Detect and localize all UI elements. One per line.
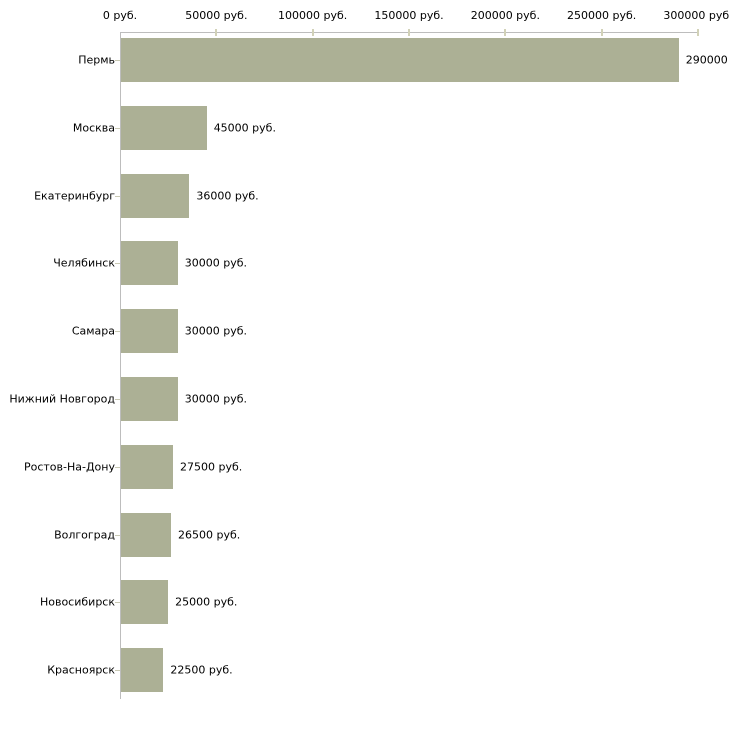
- category-label: Нижний Новгород: [9, 392, 115, 406]
- category-label: Новосибирск: [39, 595, 115, 609]
- category-tick-mark: [115, 466, 120, 468]
- bar: [121, 580, 169, 625]
- category-tick-mark: [115, 127, 120, 129]
- x-tick-mark: [697, 29, 699, 36]
- x-tick-mark: [408, 29, 410, 36]
- x-tick-label: 100000 руб.: [278, 9, 348, 22]
- bar: [121, 512, 172, 557]
- category-tick-mark: [115, 670, 120, 672]
- x-tick-label: 50000 руб.: [185, 9, 248, 22]
- category-tick-mark: [115, 399, 120, 400]
- value-label: 36000 руб.: [196, 189, 259, 203]
- bar: [121, 309, 178, 354]
- x-tick-label: 300000 руб.: [663, 9, 730, 22]
- x-tick-mark: [311, 29, 314, 36]
- bar: [121, 38, 679, 82]
- category-tick-mark: [115, 263, 120, 265]
- bar: [121, 444, 173, 489]
- value-label: 25000 руб.: [175, 595, 238, 609]
- x-tick-mark: [504, 29, 507, 36]
- bar: [121, 377, 178, 421]
- category-label: Ростов-На-Дону: [23, 460, 115, 474]
- x-tick-label: 200000 руб.: [470, 9, 540, 22]
- x-tick-label: 250000 руб.: [567, 9, 637, 22]
- value-label: 30000 руб.: [184, 392, 248, 406]
- category-tick-mark: [115, 331, 120, 333]
- category-tick-mark: [115, 602, 120, 604]
- category-label: Красноярск: [47, 663, 115, 677]
- value-label: 30000 руб.: [184, 256, 248, 270]
- x-tick-mark: [215, 29, 218, 36]
- y-axis-line: [120, 32, 121, 699]
- bar: [121, 173, 190, 218]
- bar: [121, 105, 207, 150]
- value-label: 26500 руб.: [178, 528, 241, 542]
- value-label: 22500 руб.: [170, 663, 233, 677]
- category-tick-mark: [115, 534, 120, 536]
- category-label: Челябинск: [53, 256, 115, 270]
- value-label: 45000 руб.: [213, 121, 276, 135]
- value-label: 30000 руб.: [184, 324, 248, 338]
- value-label: 27500 руб.: [179, 460, 243, 474]
- x-tick-label: 0 руб.: [102, 9, 138, 22]
- category-label: Москва: [72, 121, 115, 135]
- category-label: Волгоград: [54, 528, 115, 542]
- bar: [121, 648, 164, 693]
- bar: [121, 241, 178, 286]
- category-tick-mark: [115, 60, 120, 61]
- x-tick-mark: [600, 29, 603, 36]
- category-label: Пермь: [78, 53, 115, 67]
- category-tick-mark: [115, 195, 120, 197]
- value-label: 290000 руб.: [685, 53, 730, 67]
- x-tick-label: 150000 руб.: [374, 9, 444, 22]
- category-label: Екатеринбург: [34, 189, 115, 203]
- category-label: Самара: [71, 324, 115, 338]
